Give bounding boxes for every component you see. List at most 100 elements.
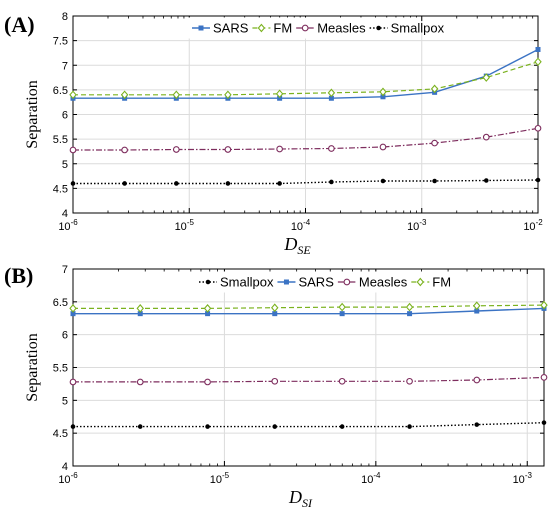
legend-item-fm: FM (252, 21, 292, 36)
legend: Smallpox SARS Measles FM (194, 271, 451, 293)
data-point (225, 181, 231, 186)
series-line (73, 376, 545, 383)
series-line (73, 422, 545, 428)
legend-item-smallpox: Smallpox (369, 21, 445, 36)
y-axis-label: Separation (24, 333, 41, 401)
data-point (172, 90, 181, 100)
legend-marker (205, 279, 211, 285)
legend-item-fm: FM (411, 275, 451, 290)
legend-label: Smallpox (220, 275, 274, 290)
series-smallpox (70, 177, 541, 186)
legend-item-measles: Measles (337, 275, 408, 290)
data-point (137, 424, 143, 429)
y-tick-label: 4 (62, 208, 68, 220)
data-point (204, 378, 211, 386)
data-point (379, 87, 387, 97)
data-point (338, 302, 346, 312)
y-tick-label: 8 (62, 11, 68, 23)
legend-item-measles: Measles (296, 21, 366, 36)
data-point (205, 424, 210, 429)
chart-panel-b: (B) 4 4.5 5 5.5 6 6.5 7 10-6 10-5 10-4 10-3 Separati… (4, 263, 548, 510)
data-point (272, 424, 278, 429)
data-point (70, 424, 76, 429)
data-point (407, 311, 413, 317)
legend-label: Smallpox (391, 21, 445, 36)
legend-marker (343, 278, 351, 286)
x-tick-label: 10-4 (291, 218, 311, 233)
data-point (379, 143, 387, 151)
legend-marker (198, 25, 204, 31)
data-point (432, 178, 437, 184)
data-point (271, 303, 279, 313)
x-axis-label: DSE (283, 234, 311, 257)
legend-marker (376, 25, 381, 31)
legend-label: Measles (359, 275, 408, 290)
data-point (431, 139, 438, 147)
data-point (482, 73, 491, 82)
legend: SARS FM Measles Smallpox (187, 17, 445, 39)
y-tick-label: 4.5 (53, 183, 68, 195)
x-tick-label: 10-6 (58, 218, 78, 233)
data-point (430, 84, 439, 94)
data-point (136, 378, 144, 386)
data-point (535, 177, 541, 183)
data-point (69, 146, 77, 154)
data-point (272, 311, 278, 317)
legend-label: Measles (317, 21, 366, 36)
data-point (482, 133, 490, 141)
gridlines (72, 268, 544, 467)
legend-item-sars: SARS (277, 275, 334, 290)
legend-marker (283, 279, 289, 285)
data-point (473, 376, 481, 384)
legend-label: SARS (298, 275, 334, 290)
y-tick-label: 4 (62, 461, 68, 473)
series-line (73, 304, 545, 309)
data-point (534, 124, 542, 132)
data-point (339, 424, 345, 429)
y-tick-label: 7 (62, 60, 68, 72)
y-tick-label: 5 (62, 159, 68, 171)
data-point (406, 377, 413, 385)
data-point (174, 181, 179, 186)
data-point (540, 374, 548, 381)
y-tick-label: 6 (62, 110, 68, 122)
data-point (483, 178, 489, 183)
y-axis-label: Separation (24, 80, 41, 148)
y-tick-label: 7 (62, 264, 68, 276)
series-line (73, 179, 539, 185)
legend-label: SARS (213, 21, 249, 36)
y-tick-label: 5 (62, 395, 68, 407)
data-point (541, 420, 547, 425)
y-tick-label: 6.5 (53, 297, 68, 309)
legend-marker (416, 277, 425, 287)
data-point (69, 90, 77, 100)
series-line (73, 61, 539, 96)
y-tick-label: 6 (62, 330, 68, 342)
data-point (535, 46, 541, 52)
data-point (328, 145, 335, 152)
data-point (534, 57, 542, 67)
data-point (473, 301, 481, 311)
x-tick-label: 10-5 (210, 471, 230, 486)
data-point (224, 146, 232, 153)
legend-label: FM (273, 21, 292, 36)
data-point (69, 304, 77, 313)
chart-panel-a: (A) 4 4.5 5 5.5 6 6.5 7 7.5 8 10-6 10-5 10-4 10-3 10-2… (4, 11, 543, 257)
series-fm (69, 57, 542, 100)
data-point (327, 88, 336, 98)
x-tick-label: 10-3 (407, 218, 427, 233)
data-point (276, 145, 283, 153)
data-point (120, 90, 129, 100)
legend-marker (301, 24, 309, 32)
data-point (339, 311, 345, 317)
data-point (407, 424, 412, 429)
data-point (203, 304, 212, 313)
legend-item-sars: SARS (192, 21, 249, 36)
legend-box (194, 271, 428, 293)
data-point (540, 300, 548, 310)
panel-label: (A) (4, 12, 35, 37)
y-tick-label: 4.5 (53, 428, 68, 440)
legend-item-smallpox: Smallpox (199, 275, 274, 290)
x-tick-label: 10-5 (175, 218, 195, 233)
series-measles (69, 124, 542, 154)
